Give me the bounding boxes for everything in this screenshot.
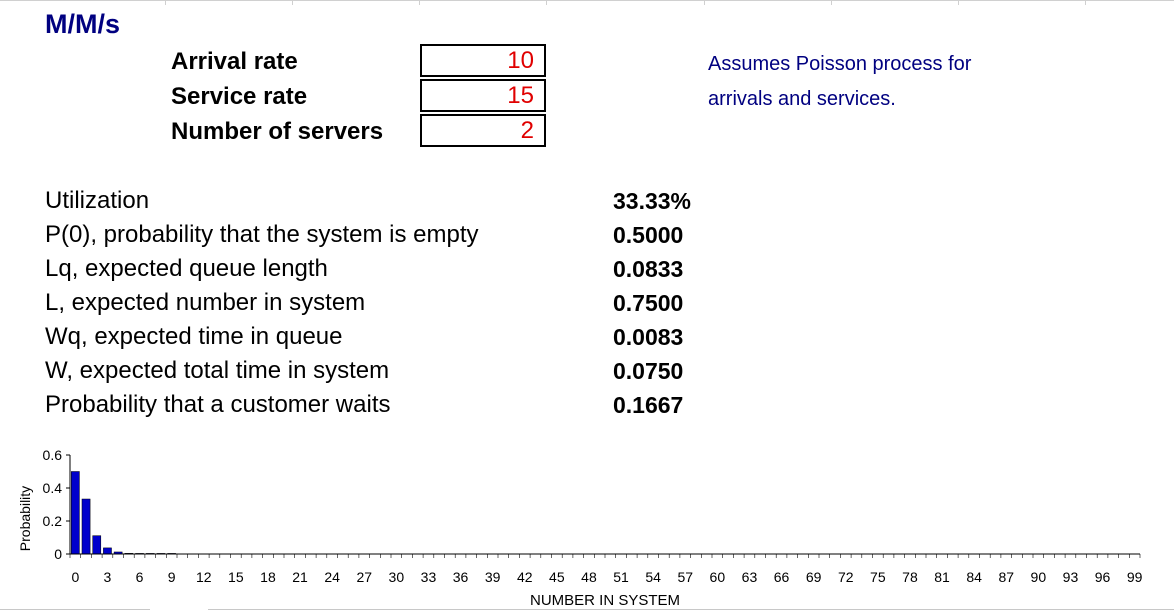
p0-label: P(0), probability that the system is emp… (45, 221, 479, 248)
x-tick-label: 78 (902, 569, 918, 585)
x-tick-label: 93 (1063, 569, 1079, 585)
x-tick-label: 84 (966, 569, 982, 585)
number-of-servers-input[interactable]: 2 (420, 114, 546, 147)
x-tick-label: 69 (806, 569, 822, 585)
x-axis-title: NUMBER IN SYSTEM (530, 592, 680, 609)
y-tick-label: 0.6 (43, 447, 63, 463)
x-tick-label: 81 (934, 569, 950, 585)
x-tick-label: 48 (581, 569, 597, 585)
bar-3 (103, 547, 112, 555)
x-tick-label: 0 (71, 569, 79, 585)
x-tick-label: 45 (549, 569, 565, 585)
column-divider (958, 0, 959, 5)
x-tick-label: 72 (838, 569, 854, 585)
y-axis-title: Probability (17, 486, 33, 551)
x-tick-label: 6 (136, 569, 144, 585)
wq-value[interactable]: 0.0083 (613, 324, 684, 350)
x-tick-label: 63 (742, 569, 758, 585)
x-tick-label: 87 (998, 569, 1014, 585)
x-tick-label: 15 (228, 569, 244, 585)
w-label: W, expected total time in system (45, 357, 390, 384)
x-tick-label: 9 (168, 569, 176, 585)
x-tick-label: 3 (104, 569, 112, 585)
column-divider (1085, 0, 1086, 5)
y-tick-label: 0.4 (43, 480, 63, 496)
number-of-servers-label: Number of servers (171, 118, 384, 145)
y-tick-label: 0.2 (43, 513, 63, 529)
x-tick-label: 75 (870, 569, 886, 585)
lq-value[interactable]: 0.0833 (613, 256, 684, 282)
service-rate-label: Service rate (171, 83, 308, 110)
x-tick-label: 51 (613, 569, 629, 585)
x-tick-label: 96 (1095, 569, 1111, 585)
l-label: L, expected number in system (45, 289, 366, 316)
x-tick-label: 90 (1031, 569, 1047, 585)
x-tick-label: 30 (389, 569, 405, 585)
arrival-rate-input[interactable]: 10 (420, 44, 546, 77)
l-value[interactable]: 0.7500 (613, 290, 684, 316)
p0-value[interactable]: 0.5000 (613, 222, 684, 248)
w-value[interactable]: 0.0750 (613, 358, 684, 384)
x-tick-label: 60 (710, 569, 726, 585)
x-tick-label: 42 (517, 569, 533, 585)
wq-label: Wq, expected time in queue (45, 323, 343, 350)
assumption-note-line-2: arrivals and services. (708, 88, 896, 110)
column-divider (704, 0, 705, 5)
row-gridline (208, 609, 1174, 610)
probability-distribution-chart[interactable]: 00.20.40.60 3 6 9 12 15 18 21 24 27 30 33 36 39 42 45 48… (0, 438, 1174, 610)
x-tick-label: 57 (677, 569, 693, 585)
probability-wait-value[interactable]: 0.1667 (613, 392, 684, 418)
x-tick-label: 33 (421, 569, 437, 585)
column-divider (546, 0, 547, 5)
column-divider (165, 0, 166, 5)
x-tick-label: 12 (196, 569, 212, 585)
column-gridline (0, 0, 1174, 4)
row-gridline (0, 609, 150, 610)
x-tick-label: 18 (260, 569, 276, 585)
bar-1 (81, 498, 91, 555)
column-divider (292, 0, 293, 5)
x-tick-label: 24 (324, 569, 340, 585)
column-divider (831, 0, 832, 5)
x-tick-label: 27 (356, 569, 372, 585)
x-tick-label: 21 (292, 569, 308, 585)
x-tick-label: 99 (1127, 569, 1143, 585)
service-rate-input[interactable]: 15 (420, 79, 546, 112)
x-tick-label: 36 (453, 569, 469, 585)
y-tick-label: 0 (54, 546, 62, 562)
utilization-value[interactable]: 33.33% (613, 188, 692, 214)
utilization-label: Utilization (45, 187, 150, 214)
assumption-note-line-1: Assumes Poisson process for (708, 53, 972, 75)
arrival-rate-label: Arrival rate (171, 48, 298, 75)
page-title: M/M/s (45, 9, 121, 39)
bar-0 (71, 471, 80, 555)
lq-label: Lq, expected queue length (45, 255, 328, 282)
bar-2 (92, 535, 102, 555)
x-tick-label: 39 (485, 569, 501, 585)
x-tick-label: 54 (645, 569, 661, 585)
column-divider (419, 0, 420, 5)
probability-wait-label: Probability that a customer waits (45, 391, 391, 418)
x-tick-label: 66 (774, 569, 790, 585)
